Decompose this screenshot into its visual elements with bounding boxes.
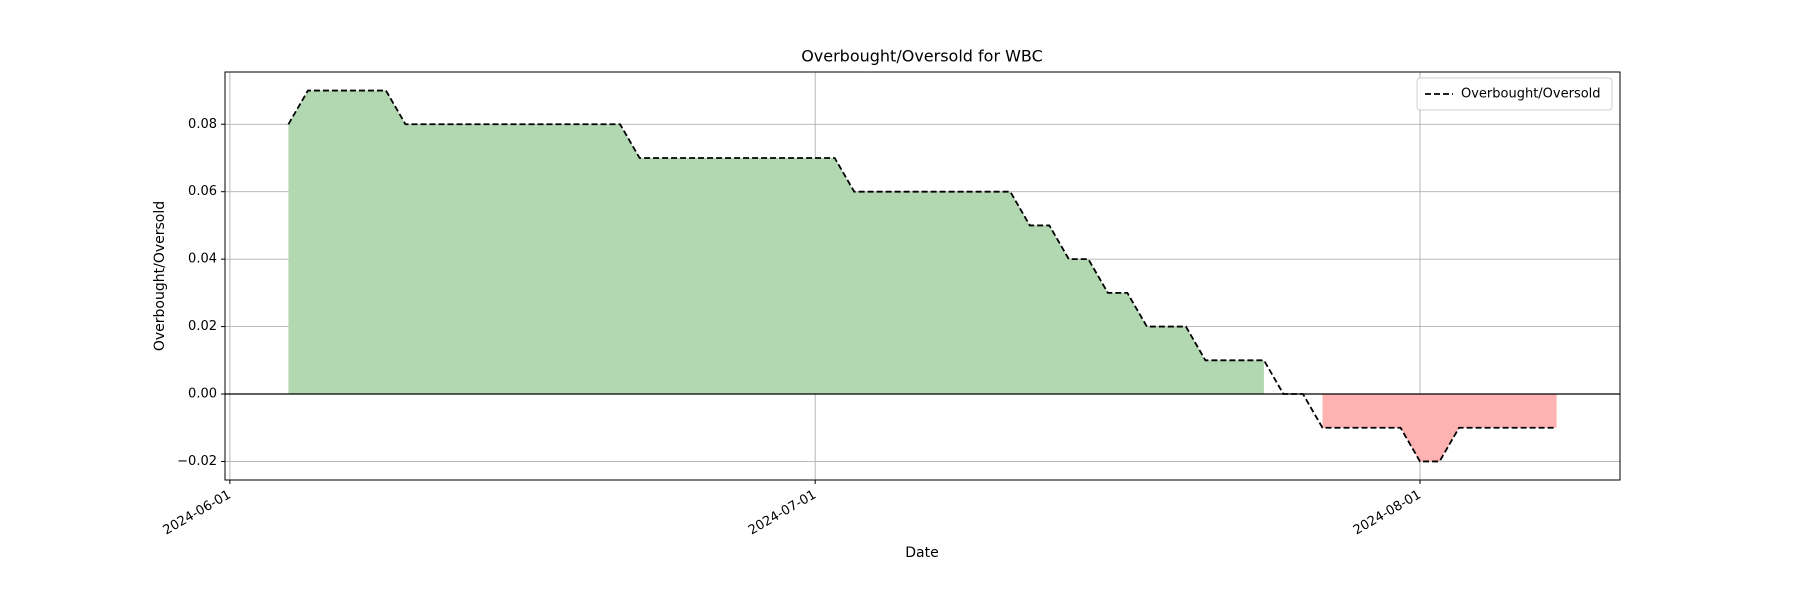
- y-tick-label: 0.00: [188, 387, 217, 402]
- chart-title: Overbought/Oversold for WBC: [801, 47, 1043, 66]
- y-tick-label: 0.06: [188, 184, 217, 199]
- fill-below: [1322, 394, 1557, 462]
- fill-above: [288, 90, 1264, 395]
- y-tick-label: 0.08: [188, 117, 217, 132]
- plot-frame: [224, 71, 1621, 481]
- legend-label: Overbought/Oversold: [1461, 87, 1601, 102]
- y-tick-label: 0.02: [188, 319, 217, 334]
- y-tick-label: 0.04: [188, 252, 217, 267]
- y-tick-label: −0.02: [177, 454, 217, 469]
- y-axis-label: Overbought/Oversold: [152, 201, 168, 351]
- x-axis-label: Date: [905, 545, 938, 561]
- line: [287, 89, 1557, 463]
- legend-box: [1416, 77, 1613, 111]
